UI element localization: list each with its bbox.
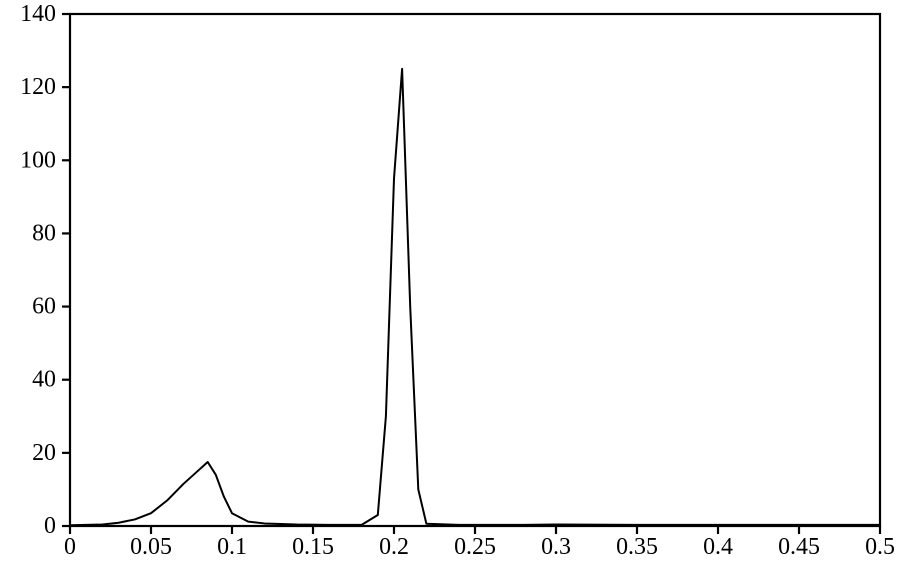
x-tick-label: 0.05 [130, 534, 172, 560]
y-tick-label: 80 [32, 220, 56, 246]
y-tick-label: 140 [20, 1, 56, 27]
y-tick-label: 120 [20, 74, 56, 100]
x-tick-label: 0.4 [703, 534, 733, 560]
x-tick-label: 0.25 [454, 534, 496, 560]
x-tick-label: 0.1 [217, 534, 247, 560]
x-tick-label: 0.5 [865, 534, 895, 560]
y-tick-label: 60 [32, 294, 56, 320]
y-tick-label: 20 [32, 440, 56, 466]
x-tick-label: 0.2 [379, 534, 409, 560]
x-tick-label: 0.3 [541, 534, 571, 560]
x-tick-label: 0.45 [778, 534, 820, 560]
y-tick-label: 100 [20, 147, 56, 173]
chart-container: 0 0.05 0.1 0.15 0.2 0.25 0.3 0.35 0.4 0.45 0.5 0 20 4… [0, 0, 901, 564]
x-tick-label: 0.15 [292, 534, 334, 560]
x-tick-label: 0 [64, 534, 76, 560]
y-tick-label: 0 [44, 513, 56, 539]
y-tick-label: 40 [32, 367, 56, 393]
line-chart: 0 0.05 0.1 0.15 0.2 0.25 0.3 0.35 0.4 0.45 0.5 0 20 4… [0, 0, 901, 564]
x-tick-label: 0.35 [616, 534, 658, 560]
